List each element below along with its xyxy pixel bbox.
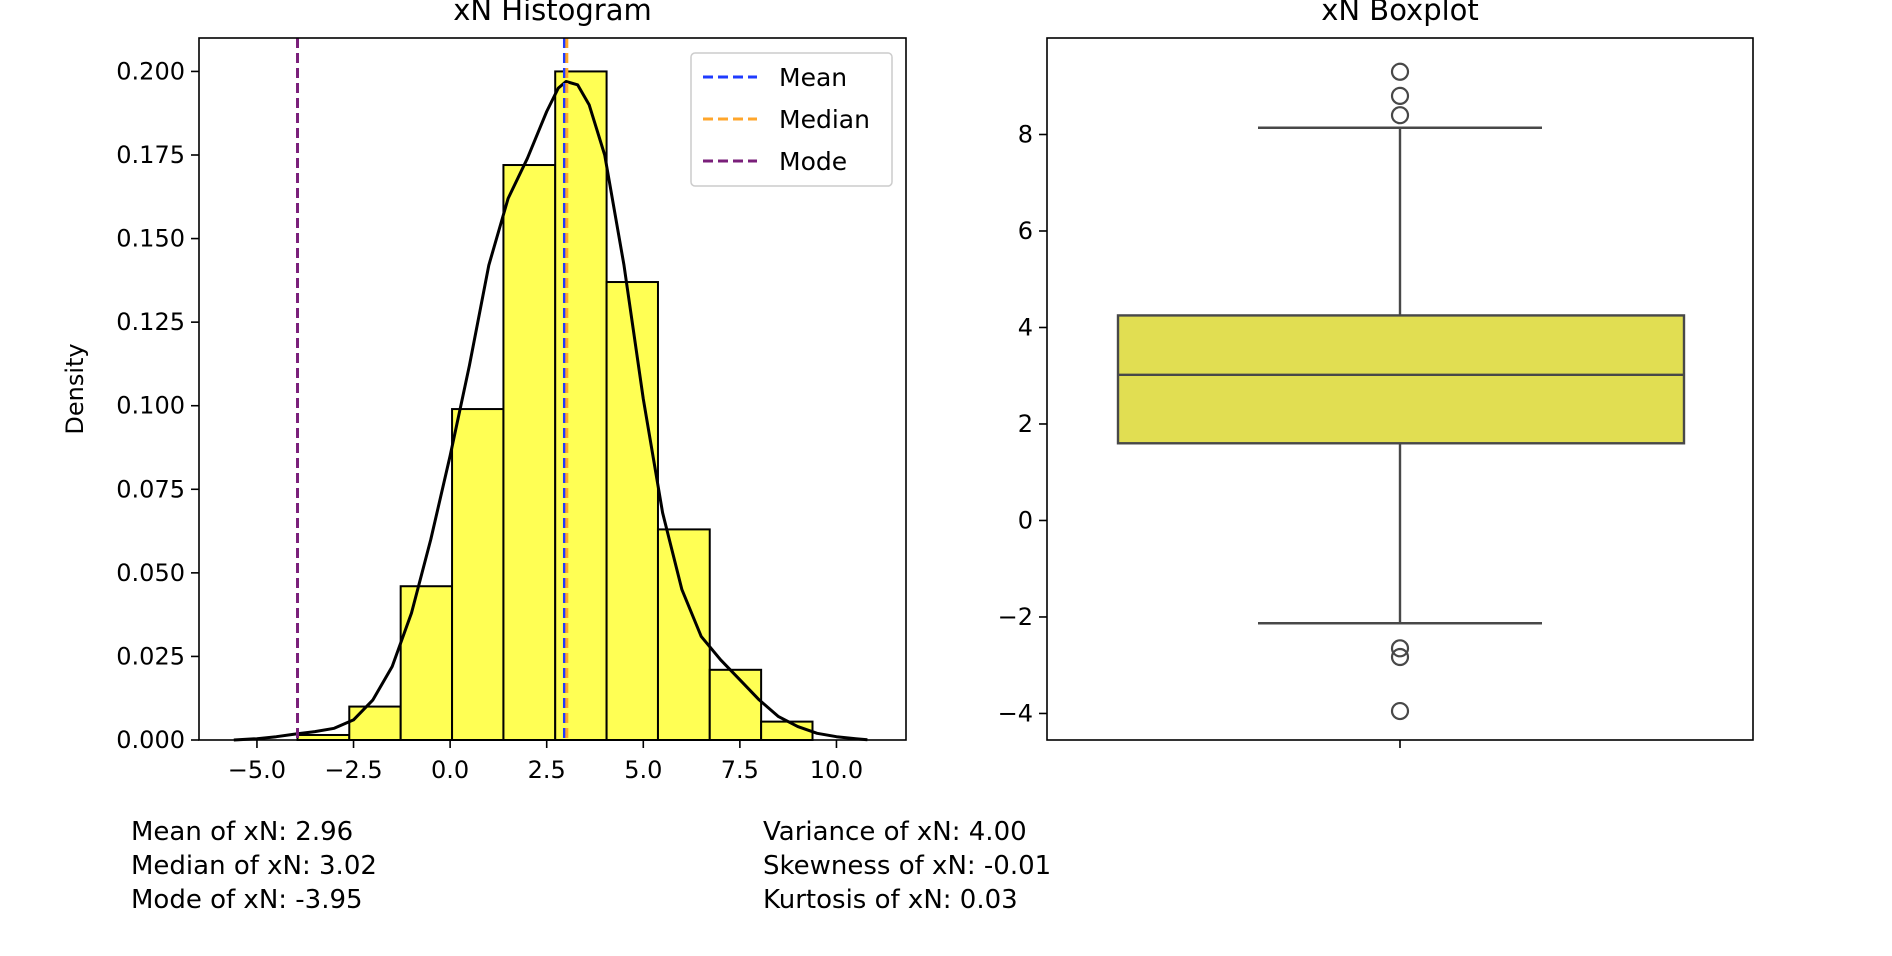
legend-label-mean: Mean [779, 63, 847, 92]
stat-kurtosis: Kurtosis of xN: 0.03 [763, 885, 1018, 915]
hist-xtick-label-4: 5.0 [624, 756, 662, 784]
hist-bar-8 [708, 668, 763, 741]
outlier-3 [1390, 639, 1410, 658]
hist-bar-9 [760, 720, 814, 741]
hist-xtick-label-5: 7.5 [721, 756, 759, 784]
hist-bar-4 [502, 164, 557, 741]
box-ytick-label-0: −4 [998, 699, 1033, 727]
outlier-2 [1390, 106, 1410, 125]
hist-bar-3 [451, 408, 505, 741]
legend-label-median: Median [779, 105, 870, 134]
hist-ytick-label-5: 0.125 [116, 308, 185, 336]
stat-median: Median of xN: 3.02 [131, 851, 377, 881]
hist-ytick-label-1: 0.025 [116, 642, 185, 670]
kde-curve [233, 80, 868, 742]
box-ytick-label-3: 2 [1018, 410, 1033, 438]
box-ytick-label-2: 0 [1018, 506, 1033, 534]
outlier-4 [1390, 647, 1410, 667]
hist-ytick-label-2: 0.050 [116, 559, 185, 587]
box-title: xN Boxplot [1321, 0, 1479, 27]
outlier-0 [1390, 62, 1410, 81]
outlier-5 [1390, 701, 1410, 721]
stat-mean: Mean of xN: 2.96 [131, 817, 354, 847]
hist-ytick-label-0: 0.000 [116, 726, 185, 754]
box-ytick-label-1: −2 [998, 603, 1033, 631]
histogram-panel: −5.0 −2.5 0.0 2.5 5.0 7.5 10.0 0.000 0.025 0.050 0… [61, 0, 907, 784]
hist-bar-2 [399, 585, 454, 741]
hist-title: xN Histogram [453, 0, 652, 27]
iqr-box [1116, 314, 1686, 445]
hist-xtick-label-2: 0.0 [431, 756, 469, 784]
hist-ylabel: Density [61, 343, 89, 434]
outlier-1 [1390, 86, 1410, 105]
hist-ytick-label-6: 0.150 [116, 225, 185, 253]
box-ytick-label-5: 6 [1018, 217, 1033, 245]
boxplot-panel: −4 −2 0 2 4 6 8 xN Boxplot [998, 0, 1754, 748]
hist-xtick-label-1: −2.5 [324, 756, 382, 784]
hist-ytick-label-7: 0.175 [116, 141, 185, 169]
hist-bar-6 [605, 281, 659, 741]
hist-bar-1 [348, 705, 402, 741]
stat-mode: Mode of xN: -3.95 [131, 885, 363, 915]
hist-axes-frame [198, 37, 907, 741]
hist-ytick-label-3: 0.075 [116, 475, 185, 503]
box-ytick-label-4: 4 [1018, 313, 1033, 341]
stats-left: Mean of xN: 2.96 Median of xN: 3.02 Mode… [131, 815, 377, 917]
hist-bar-5 [554, 70, 608, 741]
legend-label-mode: Mode [779, 147, 847, 176]
stat-skewness: Skewness of xN: -0.01 [763, 851, 1052, 881]
hist-xtick-label-6: 10.0 [810, 756, 863, 784]
hist-xtick-label-3: 2.5 [528, 756, 566, 784]
box-ytick-label-6: 8 [1018, 120, 1033, 148]
stats-right: Variance of xN: 4.00 Skewness of xN: -0.… [763, 815, 1051, 917]
hist-ytick-label-8: 0.200 [116, 57, 185, 85]
hist-xtick-label-0: −5.0 [228, 756, 286, 784]
hist-ytick-label-4: 0.100 [116, 392, 185, 420]
legend-box [690, 52, 893, 187]
stat-variance: Variance of xN: 4.00 [763, 817, 1027, 847]
